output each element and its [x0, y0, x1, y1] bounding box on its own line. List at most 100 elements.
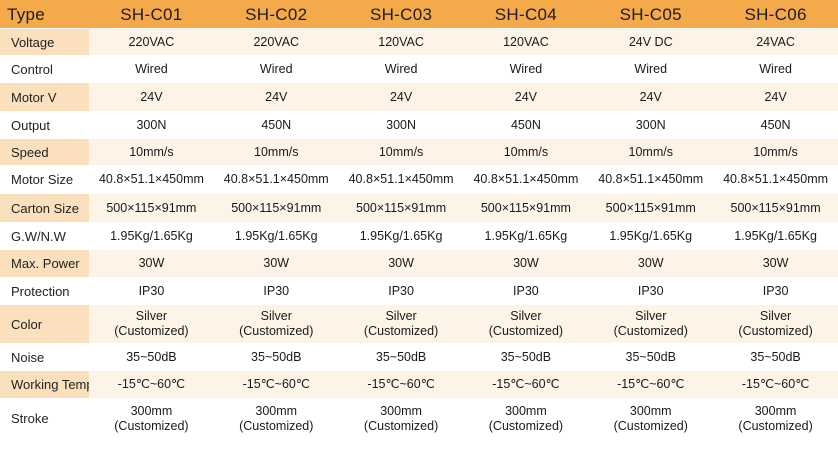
table-cell: 1.95Kg/1.65Kg — [588, 222, 714, 250]
cell-text: (Customized) — [239, 418, 314, 433]
cell-text: 24V — [140, 89, 163, 104]
type-header: Type — [0, 0, 90, 29]
row-label: Control — [0, 55, 90, 83]
table-row: Motor Size 40.8×51.1×450mm 40.8×51.1×450mm… — [0, 165, 838, 194]
model-header: SH-C04 — [463, 0, 589, 29]
cell-text: 220VAC — [128, 34, 175, 49]
cell-text: 10mm/s — [254, 144, 299, 159]
table-cell: 24V — [338, 82, 464, 112]
cell-text: 24VAC — [756, 34, 795, 49]
table-cell: 1.95Kg/1.65Kg — [463, 222, 589, 250]
table-cell: 10mm/s — [588, 138, 714, 166]
cell-text: 450N — [510, 117, 541, 132]
table-row: Stroke 300mm (Customized) 300mm (Customized)… — [0, 398, 838, 439]
table-cell: 1.95Kg/1.65Kg — [713, 222, 838, 250]
table-row: Protection IP30 IP30 IP30 IP30 IP30 IP30 — [0, 277, 838, 305]
cell-text: (Customized) — [613, 418, 688, 433]
cell-text: (Customized) — [114, 324, 189, 338]
table-cell: Wired — [463, 55, 589, 83]
cell-text: Silver — [385, 309, 417, 323]
table-cell: 30W — [588, 249, 714, 278]
table-body: Voltage 220VAC 220VAC 120VAC 120VAC 24V DC 24V… — [0, 28, 838, 439]
table-cell: 30W — [213, 249, 339, 278]
cell-text: -15℃~60℃ — [367, 377, 435, 391]
cell-text: 300mm — [629, 403, 672, 418]
table-cell: 10mm/s — [338, 138, 464, 166]
cell-text: -15℃~60℃ — [617, 377, 685, 391]
cell-text: 35~50dB — [126, 349, 177, 364]
row-label: Motor V — [0, 82, 90, 112]
cell-text: Wired — [634, 61, 668, 76]
header-row: Type SH-C01 SH-C02 SH-C03 SH-C04 SH-C05 … — [0, 0, 838, 29]
cell-text: -15℃~60℃ — [242, 377, 310, 391]
row-label: Carton Size — [0, 193, 90, 223]
table-cell: 24VAC — [713, 28, 838, 56]
table-cell: IP30 — [588, 277, 714, 305]
cell-text: 30W — [637, 256, 664, 270]
table-cell: Wired — [588, 55, 714, 83]
table-cell: 300mm (Customized) — [338, 398, 464, 439]
table-cell: 30W — [89, 249, 214, 278]
table-cell: -15℃~60℃ — [89, 370, 214, 399]
cell-text: 1.95Kg/1.65Kg — [234, 228, 318, 243]
table-cell: 300mm (Customized) — [213, 398, 339, 439]
cell-text: 220VAC — [253, 34, 300, 49]
cell-text: 40.8×51.1×450mm — [348, 172, 454, 186]
cell-text: IP30 — [388, 283, 414, 298]
specification-table: Type SH-C01 SH-C02 SH-C03 SH-C04 SH-C05 … — [0, 0, 838, 439]
cell-text: 24V DC — [628, 34, 673, 49]
table-cell: Silver (Customized) — [213, 304, 339, 344]
table-cell: 1.95Kg/1.65Kg — [338, 222, 464, 250]
cell-text: 10mm/s — [378, 144, 424, 159]
cell-text: 300N — [136, 117, 167, 132]
cell-text: 24V — [514, 89, 538, 104]
table-cell: Silver (Customized) — [463, 304, 589, 344]
table-cell: IP30 — [213, 277, 339, 305]
model-header: SH-C06 — [713, 0, 838, 29]
cell-text: 300N — [635, 117, 666, 132]
cell-text: 300mm — [255, 403, 298, 418]
cell-text: Wired — [759, 61, 792, 76]
cell-text: Wired — [135, 61, 168, 76]
cell-text: 35~50dB — [251, 349, 302, 364]
table-cell: Silver (Customized) — [89, 304, 214, 344]
cell-text: (Customized) — [488, 418, 564, 433]
row-label: Output — [0, 111, 90, 139]
cell-text: 300mm — [130, 403, 173, 418]
cell-text: 40.8×51.1×450mm — [98, 172, 204, 186]
table-cell: 40.8×51.1×450mm — [89, 165, 214, 194]
row-label: Color — [0, 304, 90, 344]
table-cell: 10mm/s — [89, 138, 214, 166]
cell-text: 40.8×51.1×450mm — [473, 172, 579, 186]
cell-text: (Customized) — [738, 324, 813, 338]
cell-text: 300mm — [380, 403, 422, 418]
cell-text: 10mm/s — [753, 144, 798, 159]
cell-text: IP30 — [138, 283, 165, 298]
cell-text: 500×115×91mm — [730, 200, 821, 215]
table-cell: 300mm (Customized) — [588, 398, 714, 439]
cell-text: 35~50dB — [375, 349, 427, 364]
table-cell: 300mm (Customized) — [89, 398, 214, 439]
cell-text: 1.95Kg/1.65Kg — [734, 228, 817, 243]
table-cell: 220VAC — [213, 28, 339, 56]
cell-text: Wired — [384, 61, 418, 76]
model-header: SH-C02 — [213, 0, 339, 29]
table-row: Output 300N 450N 300N 450N 300N 450N — [0, 111, 838, 139]
cell-text: 500×115×91mm — [231, 200, 322, 215]
cell-text: IP30 — [513, 283, 539, 298]
cell-text: -15℃~60℃ — [741, 377, 810, 391]
cell-text: 450N — [760, 117, 791, 132]
table-cell: 1.95Kg/1.65Kg — [213, 222, 339, 250]
cell-text: (Customized) — [613, 324, 688, 338]
cell-text: 120VAC — [503, 34, 549, 49]
cell-text: (Customized) — [239, 324, 314, 338]
cell-text: 300N — [386, 117, 417, 132]
cell-text: 1.95Kg/1.65Kg — [359, 228, 443, 243]
table-cell: 10mm/s — [213, 138, 339, 166]
model-header: SH-C05 — [588, 0, 714, 29]
row-label: Voltage — [0, 28, 90, 56]
table-cell: -15℃~60℃ — [713, 370, 838, 399]
cell-text: 1.95Kg/1.65Kg — [484, 228, 568, 243]
table-cell: 10mm/s — [463, 138, 589, 166]
table-cell: IP30 — [463, 277, 589, 305]
